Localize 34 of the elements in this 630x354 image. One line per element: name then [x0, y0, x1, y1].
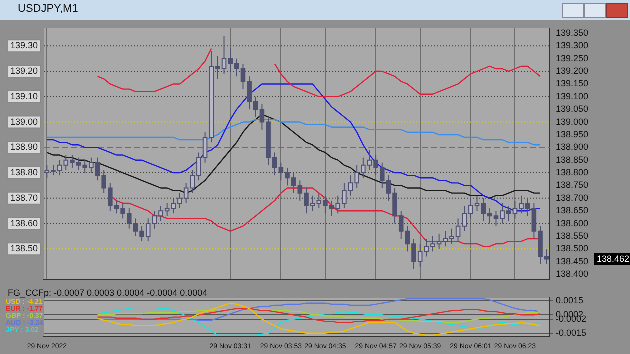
chart-title: FG_CCFp: -0.0007 0.0003 0.0004 -0.0004 0.0004	[8, 288, 208, 298]
ref-line-label: 138.70	[10, 192, 38, 203]
ref-line-label: 139.30	[10, 40, 38, 51]
y-tick-label: 139.150	[556, 78, 589, 89]
ref-line-label: 138.50	[10, 244, 38, 254]
y-tick-label: 138.550	[556, 230, 589, 241]
y-tick-label: 139.350	[556, 28, 589, 38]
y-tick-label: -0.0015	[556, 328, 587, 338]
ref-line-label: 138.90	[10, 142, 38, 152]
y-tick-label: 0.0015	[556, 296, 584, 306]
ref-line-label: 138.60	[10, 218, 38, 228]
ref-line-label: 139.00	[10, 116, 38, 127]
y-tick-label: 139.000	[556, 116, 589, 127]
y-tick-label: 138.400	[556, 269, 589, 280]
y-tick-label: 138.650	[556, 206, 589, 216]
y-tick-label: 138.900	[556, 142, 589, 152]
y-tick-label: 139.250	[556, 53, 589, 64]
y-tick-label: 139.200	[556, 66, 589, 76]
ref-line-label: 139.20	[10, 66, 38, 76]
y-tick-label: 138.800	[556, 168, 589, 178]
y-tick-label: 139.050	[556, 104, 589, 114]
y-tick-label: 138.750	[556, 180, 589, 190]
y-tick-label: 138.850	[556, 154, 589, 165]
y-tick-label: 138.700	[556, 192, 589, 203]
chart-title: USDJPY,M1	[18, 3, 78, 15]
y-tick-label: 138.500	[556, 244, 589, 254]
ref-line-label: 139.10	[10, 91, 38, 102]
text: 138.462	[597, 254, 630, 264]
y-tick-label: 138.450	[556, 256, 589, 266]
y-tick-label: 138.950	[556, 129, 589, 140]
ref-line-label: 138.80	[10, 168, 38, 178]
y-tick-label: 138.600	[556, 218, 589, 228]
y-tick-label: 139.300	[556, 40, 589, 51]
y-tick-label: 139.100	[556, 91, 589, 102]
